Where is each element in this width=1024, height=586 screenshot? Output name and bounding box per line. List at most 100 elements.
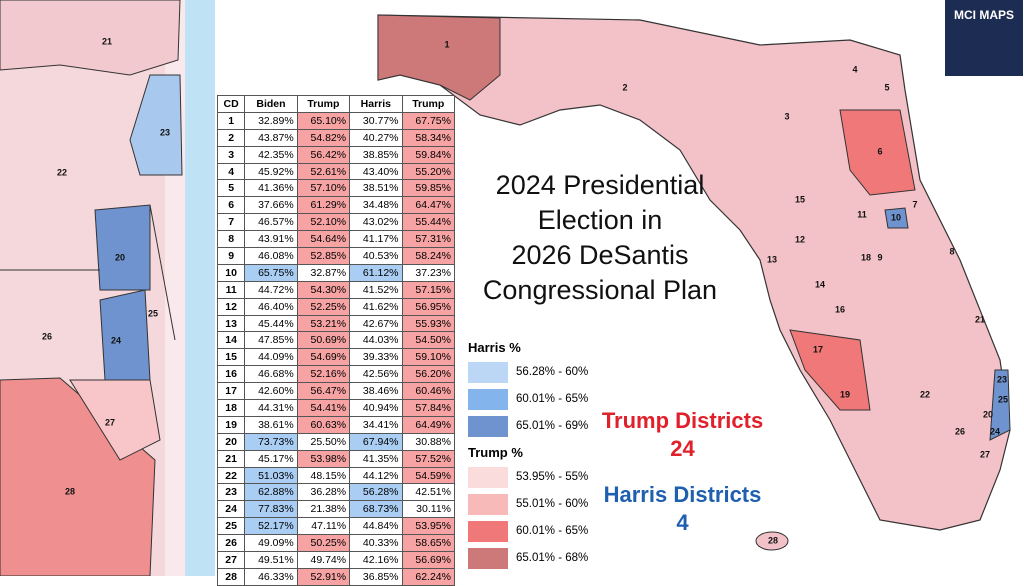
- percent-cell: 40.33%: [349, 534, 403, 553]
- percent-cell: 56.28%: [349, 483, 403, 502]
- percent-cell: 32.87%: [296, 263, 351, 282]
- district-cell: 5: [216, 179, 246, 198]
- district-cell: 13: [216, 314, 246, 333]
- district-label: 28: [768, 535, 778, 545]
- district-cell: 9: [216, 247, 246, 265]
- percent-cell: 57.10%: [296, 179, 351, 198]
- legend-text: 60.01% - 65%: [516, 525, 589, 537]
- table-row: 1 32.89% 65.10% 30.77% 67.75%: [216, 111, 456, 130]
- inset-labels: 21 23 22 20 25 26 24 27 28: [42, 36, 170, 496]
- percent-cell: 46.33%: [244, 567, 298, 586]
- district-cell: 12: [216, 297, 246, 316]
- district-label: 9: [877, 252, 882, 262]
- percent-cell: 52.85%: [296, 247, 351, 265]
- district-cell: 28: [216, 567, 246, 586]
- percent-cell: 61.29%: [296, 196, 351, 215]
- percent-cell: 42.56%: [349, 365, 403, 384]
- percent-cell: 34.41%: [349, 415, 403, 434]
- percent-cell: 54.59%: [401, 466, 456, 485]
- harris-districts-count: 4: [676, 510, 689, 535]
- district-cell: 8: [216, 230, 246, 249]
- header-row: CD Biden Trump Harris Trump: [216, 95, 456, 113]
- percent-cell: 51.03%: [244, 466, 298, 485]
- district-label: 1: [444, 39, 449, 49]
- table-row: 22 51.03% 48.15% 44.12% 54.59%: [216, 466, 456, 485]
- table-row: 24 77.83% 21.38% 68.73% 30.11%: [216, 500, 456, 519]
- district-label: 27: [105, 417, 115, 427]
- district-shape: [839, 109, 916, 196]
- district-label: 17: [813, 344, 823, 354]
- percent-cell: 53.21%: [296, 314, 351, 333]
- table-row: 19 38.61% 60.63% 34.41% 64.49%: [216, 415, 456, 434]
- inset-ocean: [185, 0, 215, 576]
- district-label: 22: [920, 389, 930, 399]
- district-cell: 6: [216, 196, 246, 215]
- column-header: Trump: [296, 95, 351, 113]
- percent-cell: 44.12%: [349, 466, 403, 485]
- percent-cell: 57.15%: [401, 280, 456, 299]
- table-row: 18 44.31% 54.41% 40.94% 57.84%: [216, 399, 456, 417]
- district-label: 24: [990, 426, 1000, 436]
- legend-text: 65.01% - 68%: [516, 552, 589, 564]
- district-label: 20: [983, 409, 993, 419]
- percent-cell: 21.38%: [296, 500, 351, 519]
- percent-cell: 54.64%: [296, 230, 351, 249]
- percent-cell: 57.52%: [401, 449, 456, 468]
- title: 2024 Presidential Election in 2026 DeSanti…: [455, 168, 745, 308]
- percent-cell: 46.57%: [244, 213, 298, 232]
- district-label: 21: [975, 314, 985, 324]
- percent-cell: 42.35%: [244, 145, 298, 164]
- table-row: 26 49.09% 50.25% 40.33% 58.65%: [216, 534, 456, 553]
- district-label: 3: [784, 111, 789, 121]
- percent-cell: 25.50%: [296, 432, 351, 451]
- percent-cell: 54.30%: [296, 280, 351, 299]
- district-cell: 1: [216, 111, 246, 130]
- district-label: 27: [980, 449, 990, 459]
- percent-cell: 42.51%: [401, 483, 456, 502]
- percent-cell: 40.94%: [349, 399, 403, 417]
- percent-cell: 43.91%: [244, 230, 298, 249]
- percent-cell: 55.44%: [401, 213, 456, 232]
- percent-cell: 41.17%: [349, 230, 403, 249]
- percent-cell: 60.63%: [296, 415, 351, 434]
- percent-cell: 62.24%: [401, 567, 456, 586]
- district-label: 5: [884, 82, 889, 92]
- district-label: 4: [852, 64, 857, 74]
- percent-cell: 67.94%: [349, 432, 403, 451]
- district-shape: [989, 369, 1011, 441]
- legend-swatch: [468, 467, 508, 488]
- district-label: 25: [148, 308, 158, 318]
- percent-cell: 37.66%: [244, 196, 298, 215]
- district-shape: [884, 207, 909, 229]
- district-cell: 18: [216, 399, 246, 417]
- table-row: 17 42.60% 56.47% 38.46% 60.46%: [216, 382, 456, 401]
- district-label: 2: [622, 82, 627, 92]
- legend-item: 65.01% - 69%: [468, 416, 598, 437]
- table-row: 15 44.09% 54.69% 39.33% 59.10%: [216, 348, 456, 367]
- percent-cell: 62.88%: [244, 483, 298, 502]
- legend-item: 56.28% - 60%: [468, 362, 598, 383]
- percent-cell: 67.75%: [401, 111, 456, 130]
- percent-cell: 48.15%: [296, 466, 351, 485]
- district-cell: 22: [216, 466, 246, 485]
- percent-cell: 44.84%: [349, 517, 403, 536]
- percent-cell: 52.25%: [296, 297, 351, 316]
- percent-cell: 42.16%: [349, 551, 403, 569]
- district-label: 13: [767, 254, 777, 264]
- inset-district: [0, 0, 181, 76]
- table-row: 23 62.88% 36.28% 56.28% 42.51%: [216, 483, 456, 502]
- percent-cell: 30.77%: [349, 111, 403, 130]
- column-header: Harris: [349, 95, 403, 113]
- percent-cell: 61.12%: [349, 263, 403, 282]
- district-cell: 14: [216, 331, 246, 350]
- district-cell: 24: [216, 500, 246, 519]
- percent-cell: 56.42%: [296, 145, 351, 164]
- percent-cell: 36.85%: [349, 567, 403, 586]
- district-cell: 11: [216, 280, 246, 299]
- percent-cell: 38.46%: [349, 382, 403, 401]
- table-row: 5 41.36% 57.10% 38.51% 59.85%: [216, 179, 456, 198]
- district-cell: 2: [216, 128, 246, 147]
- legend-text: 60.01% - 65%: [516, 393, 589, 405]
- percent-cell: 41.36%: [244, 179, 298, 198]
